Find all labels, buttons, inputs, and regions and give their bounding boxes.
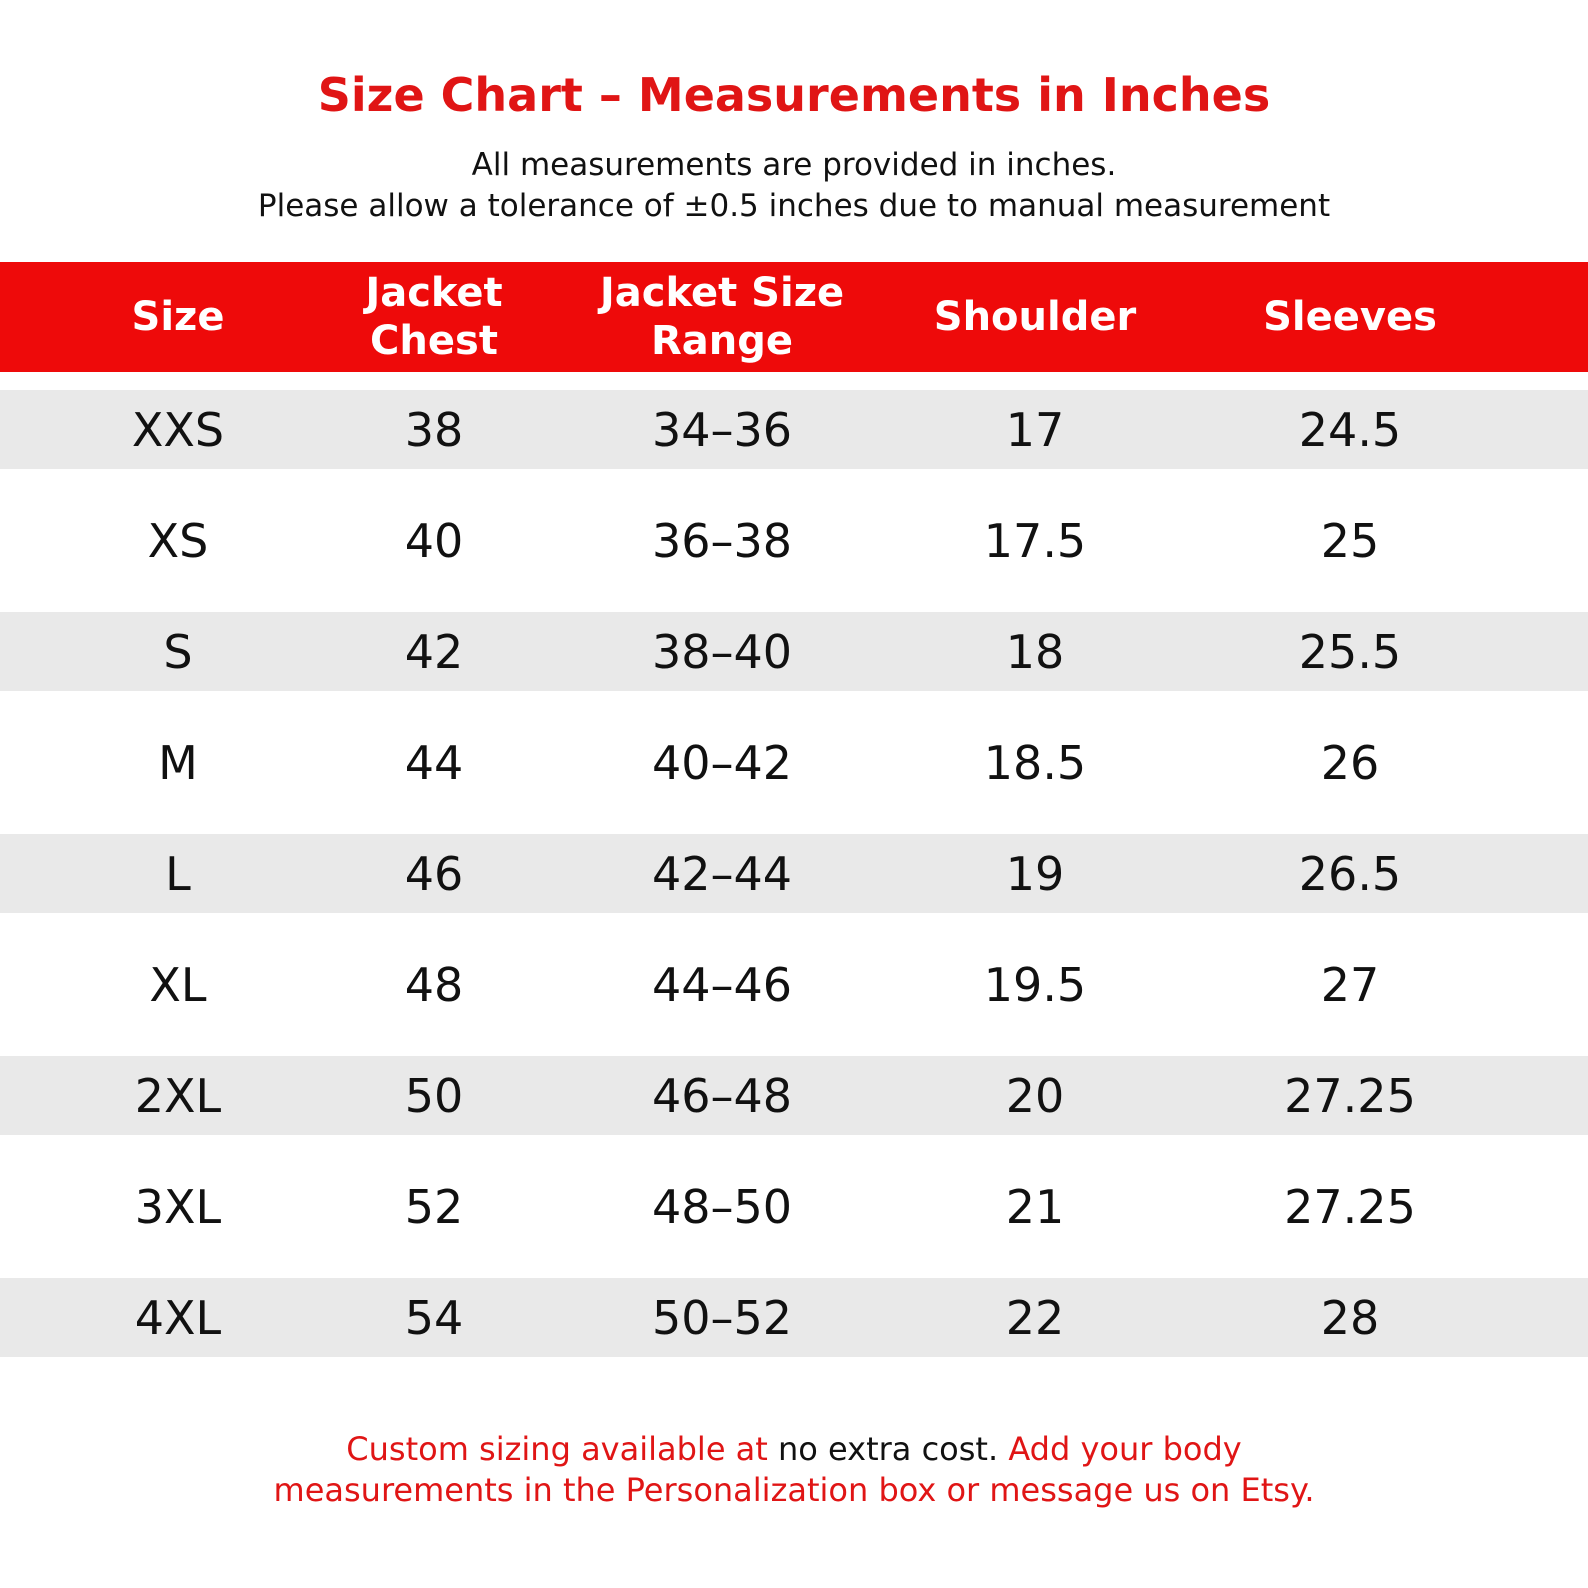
table-cell: 27.25 bbox=[1284, 1069, 1416, 1123]
table-cell: 21 bbox=[1005, 1180, 1065, 1234]
title: Size Chart – Measurements in Inches bbox=[317, 68, 1271, 122]
footer-line: Custom sizing available at no extra cost… bbox=[0, 1430, 1588, 1468]
table-cell: XS bbox=[147, 514, 209, 568]
table-cell: 26 bbox=[1320, 736, 1380, 790]
table-cell: 38 bbox=[404, 403, 464, 457]
table-cell: 42–44 bbox=[651, 847, 793, 901]
column-header: Jacket Size bbox=[599, 270, 845, 316]
column-header: Range bbox=[650, 318, 794, 364]
footer-text: Custom sizing available at bbox=[346, 1430, 778, 1468]
table-cell: 17.5 bbox=[983, 514, 1087, 568]
table-cell: 20 bbox=[1005, 1069, 1065, 1123]
table-cell: 19 bbox=[1005, 847, 1065, 901]
table-cell: 4XL bbox=[134, 1291, 222, 1345]
table-cell: 19.5 bbox=[983, 958, 1087, 1012]
table-cell: 50 bbox=[404, 1069, 464, 1123]
table-cell: 46 bbox=[404, 847, 464, 901]
table-cell: 27.25 bbox=[1284, 1180, 1416, 1234]
subtitle: Please allow a tolerance of ±0.5 inches … bbox=[257, 188, 1331, 224]
table-cell: 40–42 bbox=[651, 736, 793, 790]
table-cell: 46–48 bbox=[651, 1069, 793, 1123]
table-cell: 40 bbox=[404, 514, 464, 568]
row-stripe bbox=[0, 1278, 1588, 1357]
table-cell: 38–40 bbox=[651, 625, 793, 679]
table-cell: 44–46 bbox=[651, 958, 793, 1012]
table-cell: XXS bbox=[131, 403, 225, 457]
column-header: Chest bbox=[370, 318, 498, 364]
table-cell: S bbox=[163, 625, 193, 679]
table-cell: 26.5 bbox=[1298, 847, 1402, 901]
table-cell: 17 bbox=[1005, 403, 1065, 457]
row-stripe bbox=[0, 834, 1588, 913]
table-cell: 18.5 bbox=[983, 736, 1087, 790]
table-cell: 48 bbox=[404, 958, 464, 1012]
table-cell: L bbox=[165, 847, 191, 901]
table-cell: 24.5 bbox=[1298, 403, 1402, 457]
table-cell: 22 bbox=[1005, 1291, 1065, 1345]
table-cell: 54 bbox=[404, 1291, 464, 1345]
table-cell: 25 bbox=[1320, 514, 1380, 568]
row-stripe bbox=[0, 1056, 1588, 1135]
table-cell: 52 bbox=[404, 1180, 464, 1234]
table-cell: 42 bbox=[404, 625, 464, 679]
table-cell: XL bbox=[149, 958, 207, 1012]
table-cell: 50–52 bbox=[651, 1291, 793, 1345]
footer-line: measurements in the Personalization box … bbox=[0, 1471, 1588, 1509]
table-cell: 18 bbox=[1005, 625, 1065, 679]
column-header: Shoulder bbox=[933, 294, 1137, 340]
table-cell: 25.5 bbox=[1298, 625, 1402, 679]
column-header: Jacket bbox=[365, 270, 503, 316]
footer-text: no extra cost. bbox=[778, 1430, 999, 1468]
column-header: Sleeves bbox=[1263, 294, 1437, 340]
table-cell: 44 bbox=[404, 736, 464, 790]
subtitle: All measurements are provided in inches. bbox=[471, 147, 1117, 183]
table-cell: 3XL bbox=[134, 1180, 222, 1234]
table-cell: 28 bbox=[1320, 1291, 1380, 1345]
table-cell: 48–50 bbox=[651, 1180, 793, 1234]
table-cell: M bbox=[158, 736, 198, 790]
row-stripe bbox=[0, 390, 1588, 469]
footer-text: measurements in the Personalization box … bbox=[273, 1471, 1315, 1509]
table-cell: 34–36 bbox=[651, 403, 793, 457]
column-header: Size bbox=[131, 294, 225, 340]
header-band bbox=[0, 262, 1588, 372]
table-cell: 36–38 bbox=[651, 514, 793, 568]
table-cell: 27 bbox=[1320, 958, 1380, 1012]
table-cell: 2XL bbox=[134, 1069, 222, 1123]
row-stripe bbox=[0, 612, 1588, 691]
footer-text: Add your body bbox=[998, 1430, 1242, 1468]
